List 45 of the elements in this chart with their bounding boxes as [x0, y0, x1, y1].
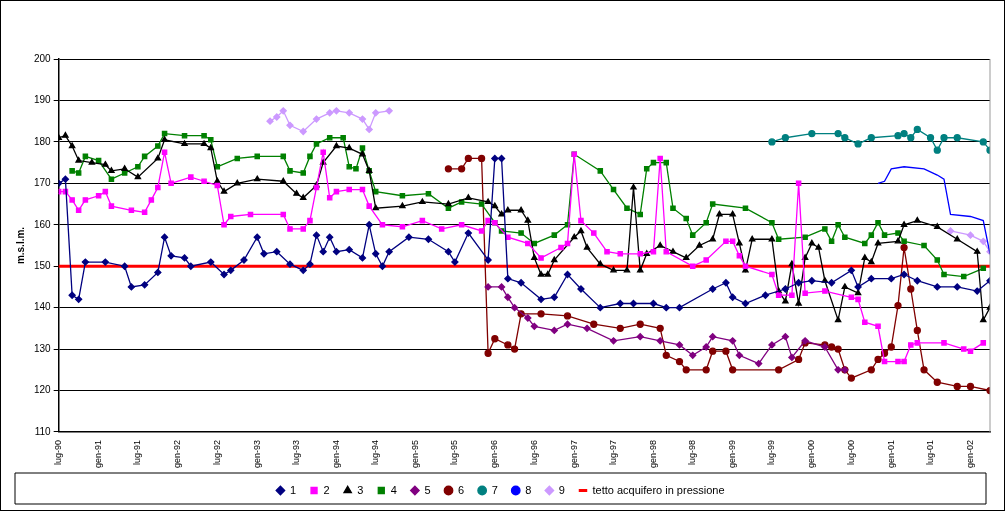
x-tick-label: lug-90	[53, 439, 64, 466]
legend-label: 9	[558, 483, 565, 496]
x-tick-label: gen-92	[172, 439, 183, 469]
x-tick-label: lug-91	[132, 439, 143, 466]
x-tick-label: gen-95	[410, 439, 421, 469]
x-tick-label: lug-99	[766, 439, 777, 466]
legend-label: 1	[289, 483, 297, 496]
x-tick-label: gen-94	[330, 439, 341, 469]
x-tick-label: gen-93	[251, 439, 262, 469]
x-tick-label: lug-96	[528, 439, 539, 466]
y-axis-title: m.s.l.m.	[14, 226, 26, 265]
x-tick-label: lug-00	[845, 439, 856, 466]
x-tick-label: gen-98	[647, 439, 658, 469]
x-tick-label: lug-94	[370, 439, 381, 466]
x-tick-label: gen-91	[93, 439, 104, 469]
legend-label: 3	[357, 483, 364, 496]
y-tick-label: 160	[34, 218, 52, 230]
x-tick-label: lug-97	[608, 439, 619, 466]
x-tick-label: gen-99	[727, 439, 738, 469]
y-tick-label: 190	[34, 94, 52, 106]
x-tick-label: gen-01	[885, 439, 896, 469]
x-tick-label: gen-97	[568, 439, 579, 469]
x-tick-label: gen-00	[806, 439, 817, 469]
legend-label: 7	[491, 483, 498, 496]
y-tick-label: 120	[34, 384, 52, 396]
legend-label: 2	[323, 483, 330, 496]
y-tick-label: 140	[34, 301, 52, 313]
y-tick-label: 110	[34, 425, 52, 437]
x-tick-label: lug-95	[449, 439, 460, 466]
x-tick-label: lug-92	[211, 439, 222, 466]
legend-label: 5	[424, 483, 431, 496]
y-tick-label: 130	[34, 342, 52, 354]
y-tick-label: 180	[34, 135, 52, 147]
legend-label: 8	[525, 483, 532, 496]
x-tick-label: gen-96	[489, 439, 500, 469]
legend-label: 6	[458, 483, 465, 496]
x-tick-label: lug-98	[687, 439, 698, 466]
legend-label: 4	[390, 483, 397, 496]
y-tick-label: 170	[34, 177, 52, 189]
legend-label: tetto acquifero in pressione	[592, 483, 725, 496]
x-tick-label: gen-02	[964, 439, 975, 469]
x-tick-label: lug-01	[925, 439, 936, 466]
y-tick-label: 150	[34, 259, 52, 271]
y-tick-label: 200	[34, 52, 52, 64]
x-tick-label: lug-93	[290, 439, 301, 466]
